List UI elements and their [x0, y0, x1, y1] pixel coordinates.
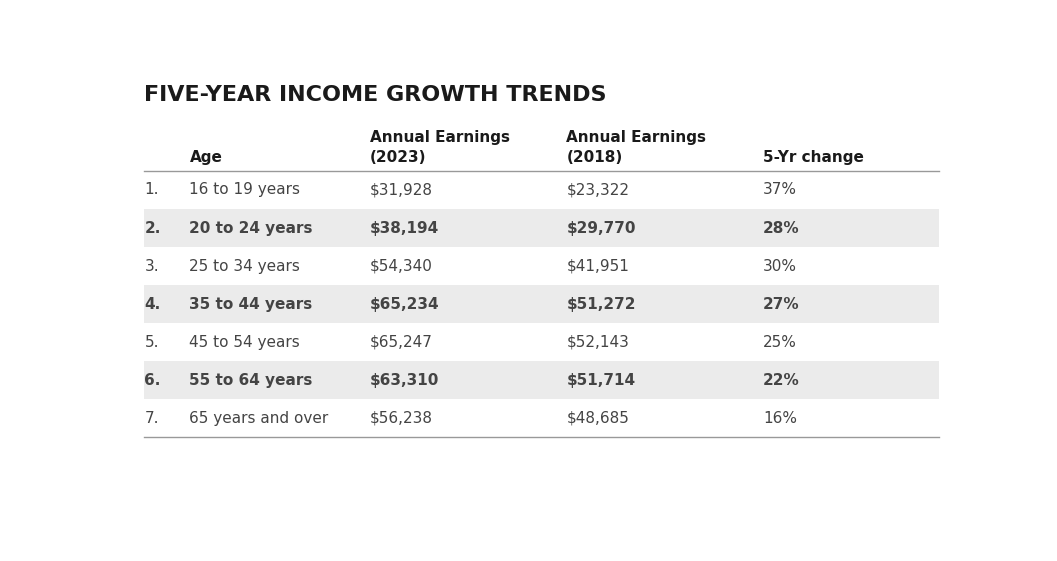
Text: 16 to 19 years: 16 to 19 years	[189, 182, 300, 197]
Text: 3.: 3.	[145, 259, 159, 274]
Text: 7.: 7.	[145, 411, 159, 426]
Text: $54,340: $54,340	[370, 259, 432, 274]
Text: 1.: 1.	[145, 182, 159, 197]
Text: 6.: 6.	[145, 373, 161, 388]
Text: 22%: 22%	[763, 373, 800, 388]
Text: $41,951: $41,951	[567, 259, 629, 274]
Text: $52,143: $52,143	[567, 334, 629, 350]
Text: 25 to 34 years: 25 to 34 years	[189, 259, 300, 274]
Text: $29,770: $29,770	[567, 220, 636, 236]
Text: $65,247: $65,247	[370, 334, 432, 350]
Text: 16%: 16%	[763, 411, 797, 426]
Text: 55 to 64 years: 55 to 64 years	[189, 373, 313, 388]
Bar	[145, 209, 939, 247]
Text: $23,322: $23,322	[567, 182, 629, 197]
Text: $48,685: $48,685	[567, 411, 629, 426]
Text: 37%: 37%	[763, 182, 797, 197]
Text: 45 to 54 years: 45 to 54 years	[189, 334, 300, 350]
Bar	[145, 361, 939, 399]
Text: $63,310: $63,310	[370, 373, 439, 388]
Text: $31,928: $31,928	[370, 182, 432, 197]
Text: Age: Age	[189, 150, 222, 164]
Text: Annual Earnings
(2023): Annual Earnings (2023)	[370, 130, 509, 164]
Bar	[145, 285, 939, 323]
Text: 25%: 25%	[763, 334, 797, 350]
Text: 35 to 44 years: 35 to 44 years	[189, 297, 313, 311]
Text: 30%: 30%	[763, 259, 797, 274]
Text: $65,234: $65,234	[370, 297, 440, 311]
Text: 65 years and over: 65 years and over	[189, 411, 329, 426]
Text: $51,272: $51,272	[567, 297, 636, 311]
Text: 28%: 28%	[763, 220, 799, 236]
Text: $56,238: $56,238	[370, 411, 432, 426]
Text: 20 to 24 years: 20 to 24 years	[189, 220, 313, 236]
Text: 4.: 4.	[145, 297, 161, 311]
Text: $51,714: $51,714	[567, 373, 635, 388]
Text: Annual Earnings
(2018): Annual Earnings (2018)	[567, 130, 706, 164]
Text: 5.: 5.	[145, 334, 159, 350]
Text: 2.: 2.	[145, 220, 161, 236]
Text: $38,194: $38,194	[370, 220, 439, 236]
Text: 5-Yr change: 5-Yr change	[763, 150, 864, 164]
Text: 27%: 27%	[763, 297, 799, 311]
Text: FIVE-YEAR INCOME GROWTH TRENDS: FIVE-YEAR INCOME GROWTH TRENDS	[145, 85, 607, 104]
